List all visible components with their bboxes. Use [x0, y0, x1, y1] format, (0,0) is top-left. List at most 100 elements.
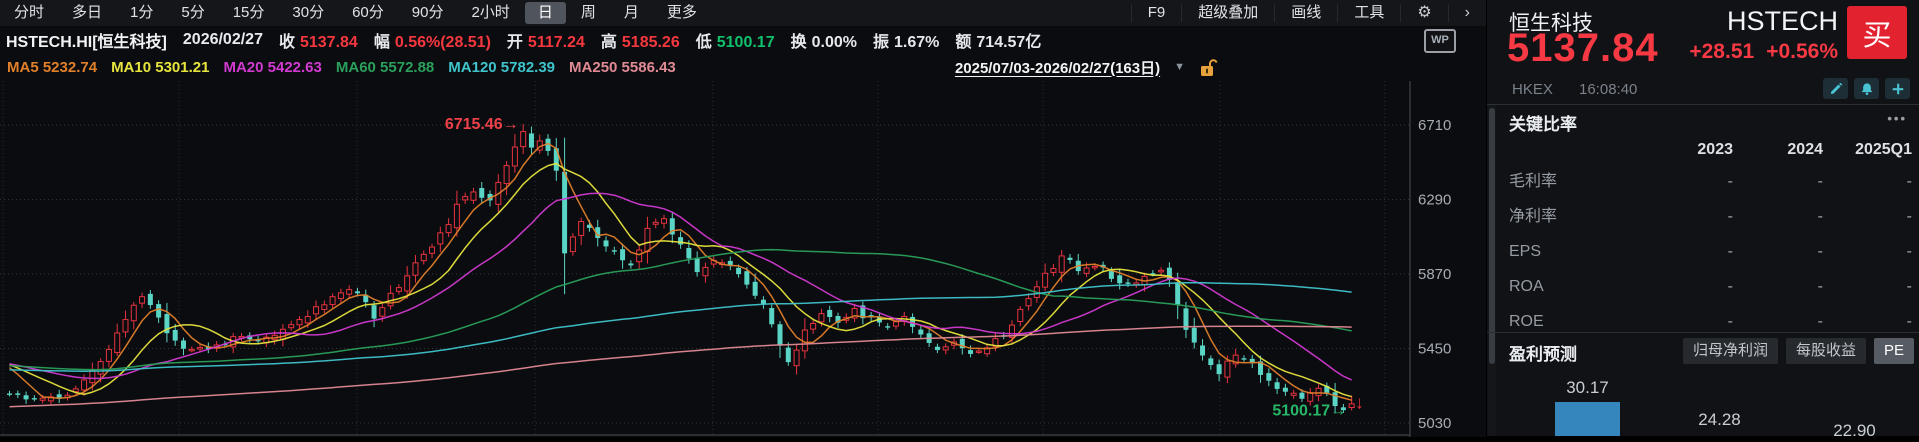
quote-field-幅: 幅 0.56%(28.51)	[374, 28, 491, 52]
forecast-tab-每股收益[interactable]: 每股收益	[1785, 338, 1866, 364]
ratio-row-label-毛利率: 毛利率	[1509, 173, 1558, 190]
exchange-label: HKEX	[1512, 81, 1553, 98]
expand-toolbar-icon[interactable]: ›	[1447, 4, 1486, 22]
period-toolbar: 分时 多日 1分 5分 15分 30分 60分 90分 2小时日周 月 更多 F9 超级叠加 画线 工具 ⚙…	[0, 0, 1486, 27]
quote-field-label: 低	[695, 34, 712, 51]
earnings-forecast-title: 盈利预测	[1509, 345, 1577, 364]
period-tab-月[interactable]: 月	[623, 4, 639, 21]
ratio-row-label-ROE: ROE	[1509, 313, 1544, 330]
period-tab-30分[interactable]: 30分	[292, 4, 325, 21]
svg-text:5450: 5450	[1418, 341, 1451, 358]
pe-bar-label: 24.28	[1698, 410, 1741, 429]
toolbar-action-超级叠加[interactable]: 超级叠加	[1181, 4, 1274, 22]
stock-ticker: HSTECH	[1726, 6, 1838, 36]
bell-icon	[1861, 82, 1872, 95]
price-change: +28.51 +0.56%	[1677, 40, 1838, 64]
ratio-value: -	[1727, 208, 1733, 225]
pe-bar	[1555, 402, 1620, 436]
ratio-col-2024: 2024	[1787, 141, 1823, 158]
quote-field-label: 高	[600, 34, 617, 51]
quote-field-振: 振 1.67%	[873, 28, 939, 52]
ratio-value: -	[1817, 173, 1823, 190]
pe-forecast-chart: 30.17 24.28 22.90	[1487, 366, 1919, 436]
quote-field-value: 1.67%	[894, 34, 940, 51]
key-ratios-title: 关键比率	[1509, 115, 1577, 134]
ratio-value: -	[1906, 313, 1912, 330]
quote-field-label: 振	[872, 34, 889, 51]
ratio-col-2025Q1: 2025Q1	[1855, 141, 1912, 158]
period-tab-分时[interactable]: 分时	[14, 4, 45, 21]
symbol-label[interactable]: HSTECH.HI[恒生科技]	[6, 34, 167, 51]
svg-text:6715.46→: 6715.46→	[445, 116, 519, 133]
quote-field-收: 收 5137.84	[279, 28, 358, 52]
forecast-tabs: 归母净利润 每股收益 PE	[1682, 338, 1914, 364]
svg-text:5030: 5030	[1418, 415, 1451, 432]
period-tab-周[interactable]: 周	[580, 4, 596, 21]
quote-field-value: 714.57亿	[976, 34, 1042, 51]
quote-field-value: 5185.26	[621, 34, 680, 51]
toolbar-action-工具[interactable]: 工具	[1337, 4, 1400, 22]
wp-window-icon[interactable]: WP	[1424, 29, 1456, 53]
quote-fields: 收 5137.84 幅 0.56%(28.51) 开 5117.24 高 5185.26 低 51…	[263, 28, 1041, 52]
period-tabs: 分时 多日 1分 5分 15分 30分 60分 90分 2小时日周 月 更多	[0, 0, 711, 26]
date-range-wrap: 2025/07/03-2026/02/27(163日) ▼	[955, 53, 1218, 81]
alert-bell-button[interactable]	[1854, 78, 1879, 99]
ratio-value: -	[1727, 278, 1733, 295]
chevron-down-icon[interactable]: ▼	[1174, 61, 1185, 73]
quote-time: 16:08:40	[1579, 81, 1638, 98]
buy-button[interactable]: 买	[1847, 6, 1907, 59]
panel-scrollbar[interactable]	[1488, 104, 1496, 436]
svg-text:↓: ↓	[1355, 393, 1364, 413]
quote-field-value: 0.00%	[811, 34, 857, 51]
quote-bar: HSTECH.HI[恒生科技] 2026/02/27 收 5137.84 幅 0.56…	[0, 27, 1486, 53]
stock-name: 恒生科技	[1509, 12, 1593, 35]
period-tab-多日[interactable]: 多日	[72, 4, 103, 21]
quote-field-label: 额	[955, 34, 972, 51]
ma-legend-MA60: MA60 5572.88	[335, 58, 435, 76]
ratio-value: -	[1817, 208, 1823, 225]
more-options-icon[interactable]: •••	[1887, 111, 1907, 126]
forecast-tab-归母净利润[interactable]: 归母净利润	[1682, 338, 1778, 364]
period-tab-更多[interactable]: 更多	[666, 4, 697, 21]
section-divider	[1487, 104, 1919, 105]
ratio-value: -	[1906, 173, 1912, 190]
ratio-value: -	[1817, 313, 1823, 330]
period-tab-90分[interactable]: 90分	[411, 4, 444, 21]
add-to-watchlist-button[interactable]	[1885, 78, 1910, 99]
period-tab-5分[interactable]: 5分	[181, 4, 205, 21]
period-tab-2小时[interactable]: 2小时	[471, 4, 510, 21]
quote-field-value: 5117.24	[527, 34, 585, 51]
quote-field-换: 换 0.00%	[791, 28, 857, 52]
toolbar-action-F9[interactable]: F9	[1130, 4, 1182, 22]
quote-field-label: 收	[278, 34, 295, 51]
pencil-icon	[1830, 82, 1842, 94]
toolbar-action-画线[interactable]: 画线	[1274, 4, 1337, 22]
unlock-icon[interactable]	[1199, 58, 1218, 78]
date-range-selector[interactable]: 2025/07/03-2026/02/27(163日)	[954, 59, 1161, 77]
candlestick-chart[interactable]: 6710 6290 5870 5450 5030 6715.46→ 5100.17→ ↓	[0, 81, 1486, 437]
svg-text:5870: 5870	[1418, 266, 1451, 283]
edit-note-button[interactable]	[1823, 78, 1848, 99]
period-tab-60分[interactable]: 60分	[352, 4, 384, 21]
ratio-row-label-EPS: EPS	[1509, 243, 1542, 260]
ratio-col-2023: 2023	[1697, 141, 1733, 158]
gear-icon[interactable]: ⚙	[1400, 4, 1447, 22]
period-tab-1分[interactable]: 1分	[130, 4, 154, 21]
stock-detail-panel: 恒生科技 HSTECH 买 5137.84 +28.51 +0.56% HKEX …	[1486, 0, 1919, 436]
ratio-head-empty	[1487, 136, 1607, 164]
quote-field-低: 低 5100.17	[696, 28, 775, 52]
quote-date: 2026/02/27	[182, 31, 263, 48]
period-tab-15分[interactable]: 15分	[232, 4, 265, 21]
quote-field-label: 幅	[373, 34, 390, 51]
plus-icon	[1892, 83, 1903, 94]
ma-legend-MA250: MA250 5586.43	[569, 58, 676, 76]
ma-legend-MA20: MA20 5422.63	[223, 58, 322, 76]
ma-legend-MA10: MA10 5301.21	[111, 58, 210, 76]
scrollbar-thumb[interactable]	[1489, 108, 1495, 364]
period-tab-日[interactable]: 日	[524, 2, 566, 24]
quote-field-label: 换	[790, 34, 807, 51]
ratio-value: -	[1817, 278, 1823, 295]
svg-text:6710: 6710	[1418, 117, 1451, 134]
forecast-tab-PE[interactable]: PE	[1873, 338, 1914, 364]
pe-bar-label: 22.90	[1833, 421, 1876, 436]
